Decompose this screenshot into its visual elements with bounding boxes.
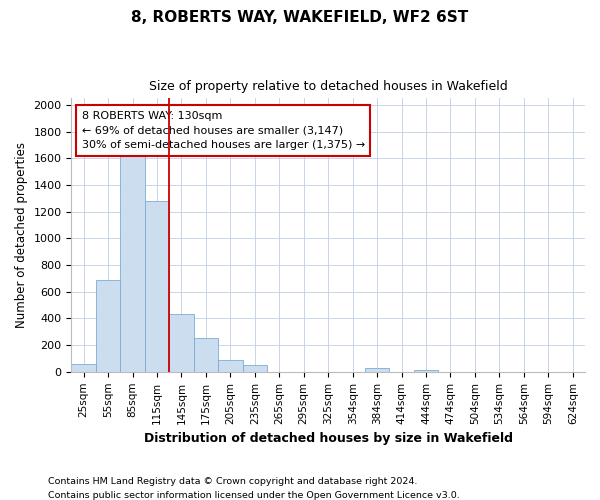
Text: Contains HM Land Registry data © Crown copyright and database right 2024.: Contains HM Land Registry data © Crown c… (48, 478, 418, 486)
Text: 8 ROBERTS WAY: 130sqm
← 69% of detached houses are smaller (3,147)
30% of semi-d: 8 ROBERTS WAY: 130sqm ← 69% of detached … (82, 110, 365, 150)
Title: Size of property relative to detached houses in Wakefield: Size of property relative to detached ho… (149, 80, 508, 93)
Bar (218, 360, 242, 372)
Bar (242, 365, 267, 372)
Bar (121, 154, 145, 372)
Bar (145, 201, 169, 372)
Bar (194, 338, 218, 372)
Bar (169, 314, 194, 372)
Bar (71, 364, 96, 372)
Bar (96, 280, 121, 372)
X-axis label: Distribution of detached houses by size in Wakefield: Distribution of detached houses by size … (144, 432, 513, 445)
Bar (365, 368, 389, 372)
Text: Contains public sector information licensed under the Open Government Licence v3: Contains public sector information licen… (48, 491, 460, 500)
Bar (414, 370, 438, 372)
Y-axis label: Number of detached properties: Number of detached properties (15, 142, 28, 328)
Text: 8, ROBERTS WAY, WAKEFIELD, WF2 6ST: 8, ROBERTS WAY, WAKEFIELD, WF2 6ST (131, 10, 469, 25)
